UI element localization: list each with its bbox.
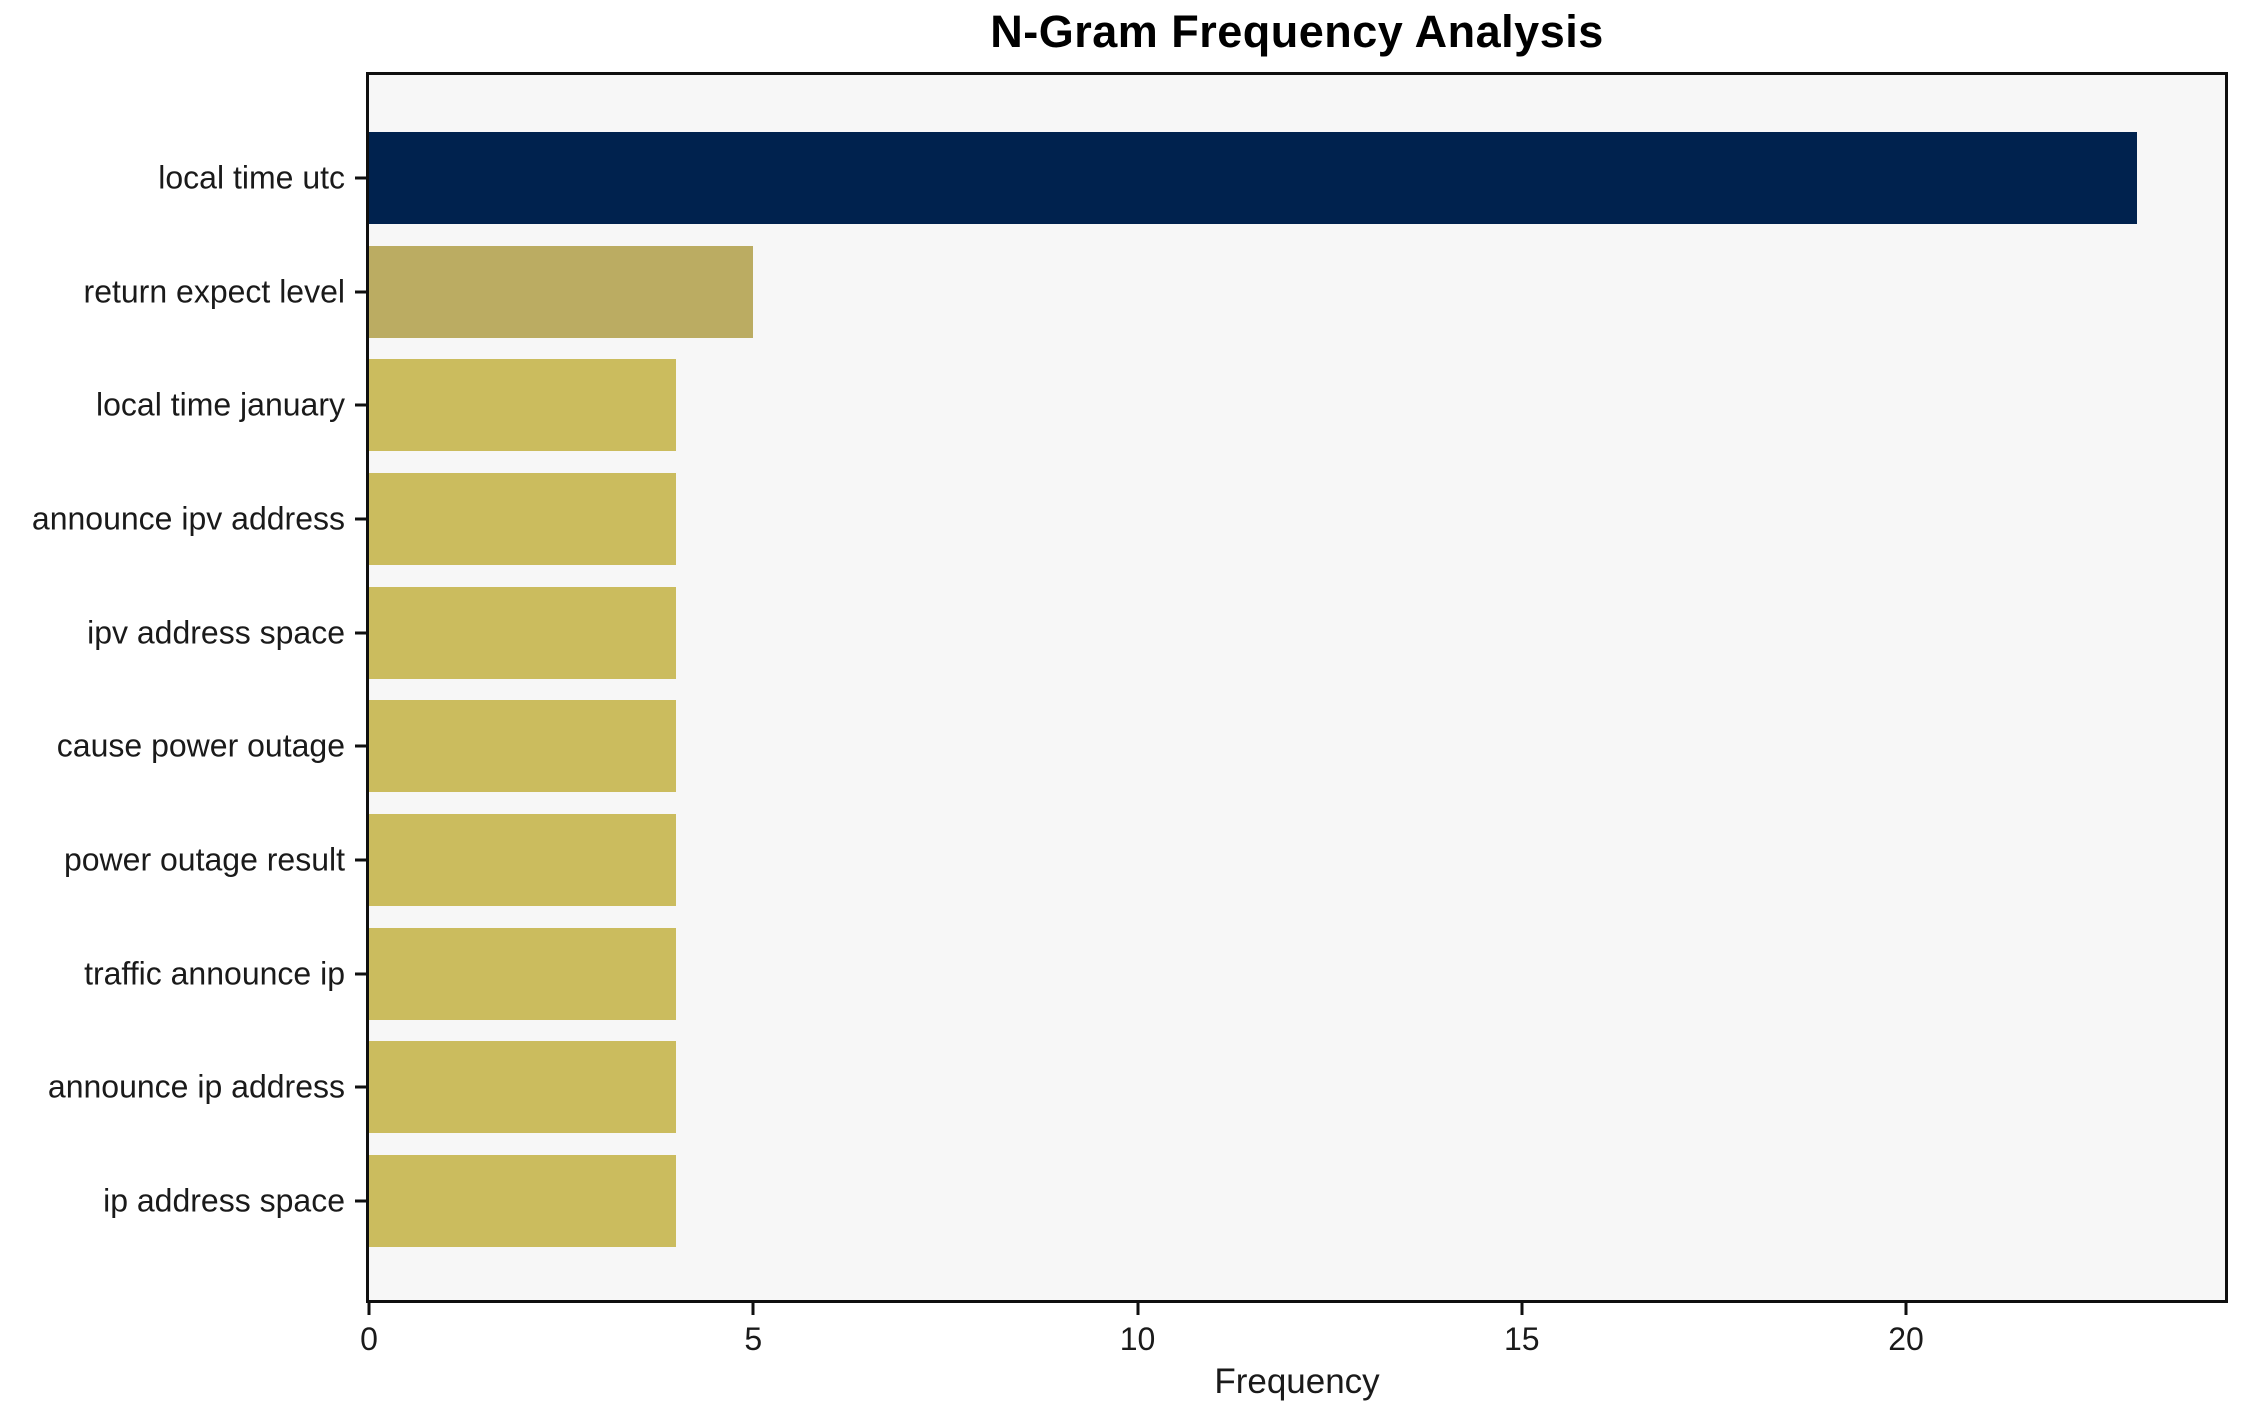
- y-tick-label: announce ip address: [47, 1068, 345, 1105]
- chart-row: power outage result: [64, 803, 2225, 917]
- bar: [369, 472, 677, 565]
- x-tick-label: 15: [1503, 1321, 1540, 1357]
- bar: [369, 359, 677, 452]
- x-tick-label: 0: [360, 1321, 378, 1357]
- x-tick-label: 10: [1119, 1321, 1156, 1357]
- y-tick-mark: [355, 1199, 366, 1203]
- y-tick-label: announce ipv address: [31, 500, 345, 537]
- y-tick-mark: [355, 744, 366, 748]
- bar: [369, 131, 2137, 224]
- x-tick-label: 5: [744, 1321, 763, 1357]
- y-tick-mark: [355, 176, 366, 180]
- chart-row: ip address space: [103, 1144, 2225, 1258]
- chart-row: announce ipv address: [32, 462, 2225, 576]
- y-tick-label: ipv address space: [87, 614, 345, 651]
- y-tick-mark: [355, 972, 366, 976]
- x-tick-mark: [1520, 1303, 1524, 1315]
- x-tick-mark: [1904, 1303, 1908, 1315]
- plot-area: local time utc return expect level local t…: [32, 72, 2228, 1401]
- x-axis-label: Frequency: [1214, 1362, 1380, 1401]
- bar: [369, 245, 754, 338]
- y-tick-mark: [355, 631, 366, 635]
- chart-row: ipv address space: [87, 576, 2225, 690]
- bar: [369, 814, 677, 907]
- y-tick-mark: [355, 517, 366, 521]
- chart-row: announce ip address: [48, 1031, 2225, 1145]
- bar: [369, 1041, 677, 1134]
- chart-title: N-Gram Frequency Analysis: [990, 6, 1604, 57]
- bar: [369, 1155, 677, 1248]
- x-tick-mark: [751, 1303, 755, 1315]
- bar: [369, 586, 677, 679]
- bars-container: local time utc return expect level local t…: [32, 75, 2225, 1300]
- bar: [369, 700, 677, 793]
- y-tick-mark: [355, 290, 366, 294]
- y-tick-label: local time january: [96, 386, 345, 423]
- x-tick-mark: [1136, 1303, 1140, 1315]
- y-tick-label: cause power outage: [56, 727, 345, 764]
- y-tick-mark: [355, 1085, 366, 1089]
- chart-row: traffic announce ip: [84, 917, 2225, 1031]
- y-tick-mark: [355, 403, 366, 407]
- bar: [369, 927, 677, 1020]
- chart-row: return expect level: [84, 235, 2225, 349]
- x-tick-label: 20: [1888, 1321, 1924, 1357]
- chart-row: local time january: [96, 348, 2225, 462]
- y-tick-label: return expect level: [83, 273, 345, 310]
- y-tick-label: ip address space: [103, 1182, 345, 1219]
- x-tick-mark: [367, 1303, 371, 1315]
- y-tick-label: local time utc: [158, 159, 345, 196]
- chart-row: cause power outage: [57, 690, 2225, 804]
- y-tick-label: traffic announce ip: [84, 955, 345, 992]
- y-tick-mark: [355, 858, 366, 862]
- y-tick-label: power outage result: [63, 841, 345, 878]
- chart-row: local time utc: [158, 121, 2225, 235]
